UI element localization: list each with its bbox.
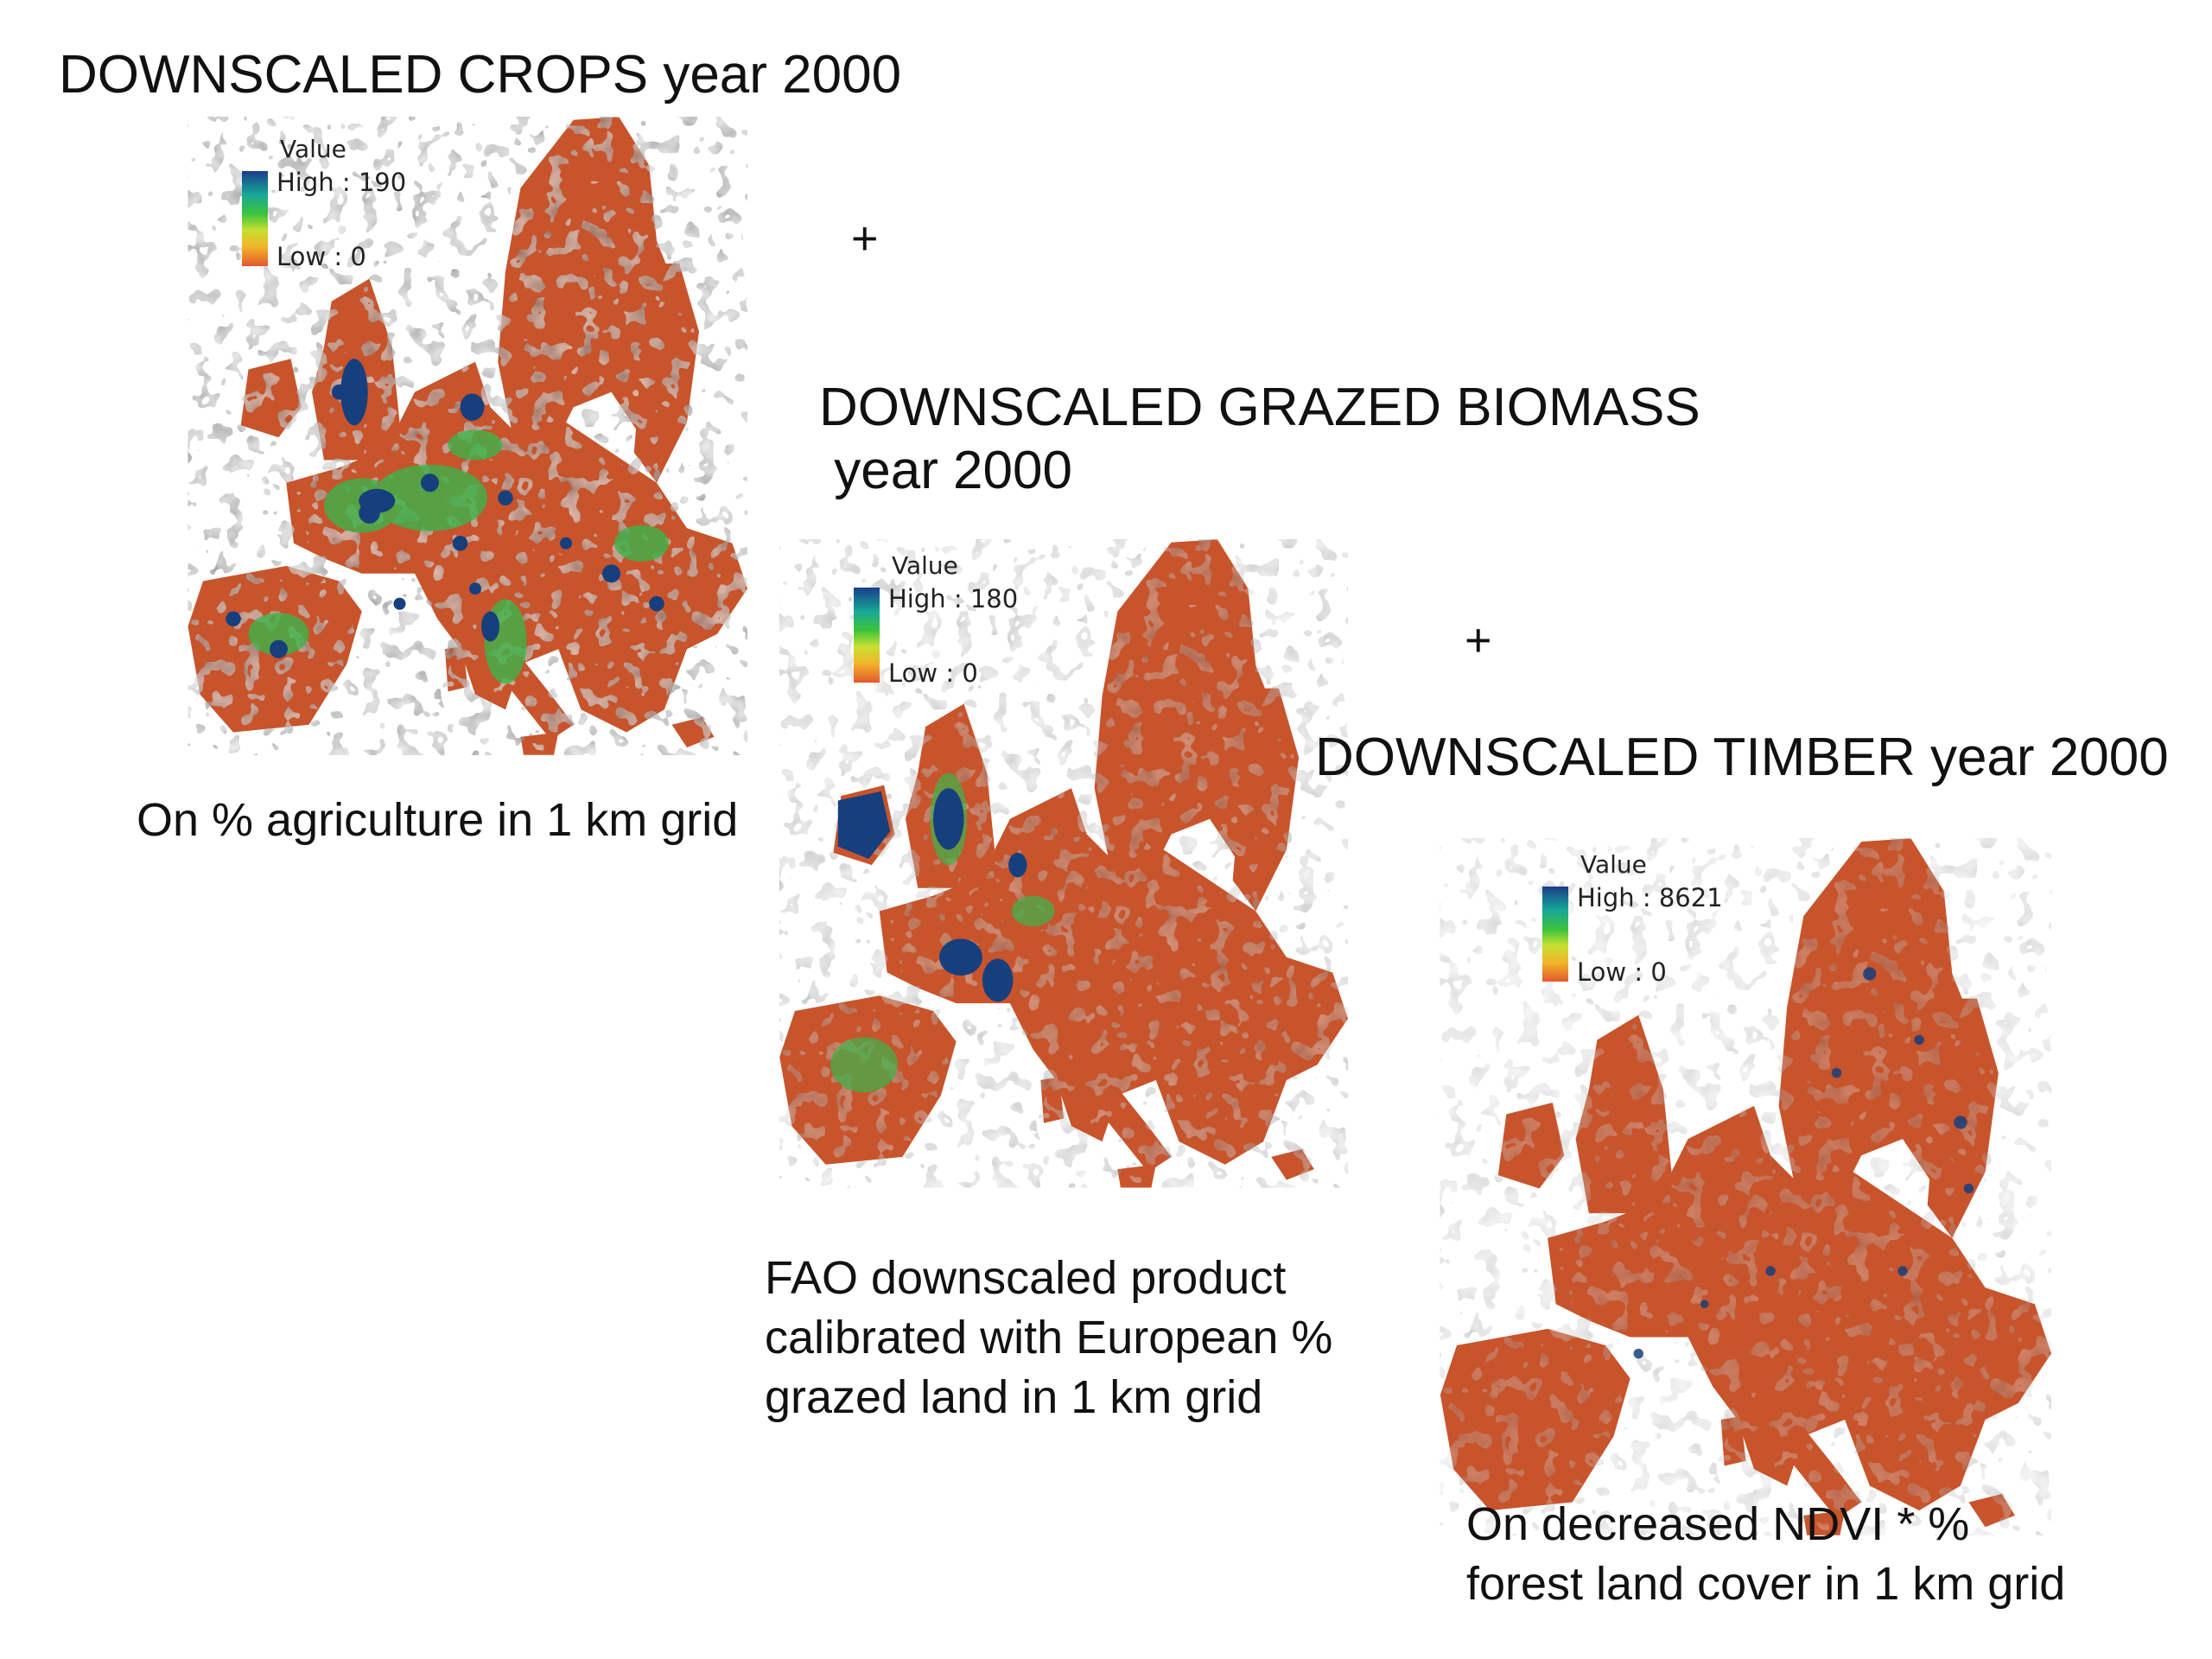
timber-map-caption: On decreased NDVI * % forest land cover … xyxy=(1466,1495,2065,1614)
timber-map-legend: Value High : 8621 Low : 0 xyxy=(1542,850,1750,997)
legend-low-value: Low : 0 xyxy=(1577,957,1667,987)
grazed-caption-line-1: FAO downscaled product xyxy=(765,1252,1287,1304)
crops-map-caption: On % agriculture in 1 km grid xyxy=(137,794,739,846)
plus-sign: + xyxy=(1465,614,1492,666)
grazed-map-title-line-1: DOWNSCALED GRAZED BIOMASS xyxy=(819,378,1700,437)
grazed-map-title: DOWNSCALED GRAZED BIOMASS year 2000 xyxy=(819,376,1700,502)
grazed-map-blue-hotspots xyxy=(837,788,1027,1002)
legend-color-ramp xyxy=(1542,887,1568,982)
timber-map-title: DOWNSCALED TIMBER year 2000 xyxy=(1315,728,2169,787)
crops-map-blue-hotspots xyxy=(226,359,664,658)
crops-map xyxy=(188,117,747,755)
legend-high-value: High : 8621 xyxy=(1577,883,1723,912)
legend-heading: Value xyxy=(1580,850,1647,879)
timber-caption-line-1: On decreased NDVI * % xyxy=(1466,1498,1970,1550)
legend-high-value: High : 190 xyxy=(276,168,407,197)
grazed-caption-line-3: grazed land in 1 km grid xyxy=(765,1371,1263,1424)
crops-map-legend: Value High : 190 Low : 0 xyxy=(242,135,432,282)
timber-map-blue-specks xyxy=(1633,967,1974,1359)
grazed-map-caption: FAO downscaled product calibrated with E… xyxy=(765,1249,1332,1427)
legend-low-value: Low : 0 xyxy=(276,242,366,271)
legend-color-ramp xyxy=(242,171,268,266)
grazed-map-legend: Value High : 180 Low : 0 xyxy=(854,551,1044,698)
timber-caption-line-2: forest land cover in 1 km grid xyxy=(1466,1558,2066,1611)
crops-map-title: DOWNSCALED CROPS year 2000 xyxy=(59,45,902,105)
legend-heading: Value xyxy=(892,551,958,580)
legend-low-value: Low : 0 xyxy=(888,658,978,688)
legend-high-value: High : 180 xyxy=(888,584,1019,613)
plus-sign: + xyxy=(851,213,879,264)
legend-color-ramp xyxy=(854,588,880,683)
grazed-map xyxy=(779,539,1348,1188)
grazed-map-title-line-2: year 2000 xyxy=(819,441,1072,501)
grazed-caption-line-2: calibrated with European % xyxy=(765,1312,1333,1364)
timber-map xyxy=(1440,838,2051,1535)
legend-heading: Value xyxy=(280,135,346,163)
